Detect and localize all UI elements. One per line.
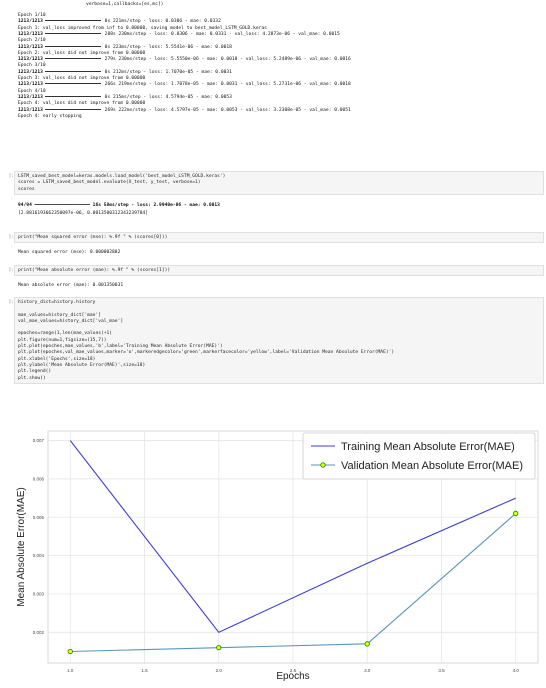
code-line: scores = LSTM_saved_best_model.evaluate(… xyxy=(18,180,201,186)
cell-prompt: ]: xyxy=(8,300,14,305)
x-tick-label: 2.5 xyxy=(290,668,297,673)
x-tick-label: 1.0 xyxy=(67,668,74,673)
x-tick-label: 4.0 xyxy=(513,668,520,673)
progress-bar xyxy=(44,20,101,22)
epoch-summary-line: 1213/1213 288s 230ms/step - loss: 0.0306… xyxy=(18,32,340,38)
epoch-progress-line: 1213/1213 0s 215ms/step - loss: 4.5794e-… xyxy=(18,95,232,101)
code-line: plt.legend() xyxy=(18,369,52,375)
code-line: plt.plot(epoches,val_mae_values,marker='… xyxy=(18,350,395,356)
step-metrics: 0s 215ms/step - loss: 4.5794e-05 - mae: … xyxy=(101,94,232,100)
cell-output-line: [2.8816193662350097e-06, 0.0013500312343… xyxy=(18,210,148,216)
cell-prompt: ]: xyxy=(8,235,14,240)
y-tick-label: 0.007 xyxy=(33,438,45,443)
y-tick-label: 0.004 xyxy=(33,553,45,558)
step-metrics: 266s 219ms/step - loss: 1.7078e-05 - mae… xyxy=(101,82,351,88)
epoch-checkpoint-note: Epoch 2: val_loss did not improve from 0… xyxy=(18,50,146,56)
early-stopping-note: Epoch 4: early stopping xyxy=(18,113,82,119)
series-line-validation-mae xyxy=(70,513,517,653)
cell-output-line: 94/94 ━━━━━━━━━━━━━━━━━━━━ 16s 58ms/step… xyxy=(18,203,220,208)
y-axis-label: Mean Absolute Error(MAE) xyxy=(16,487,27,607)
progress-bar xyxy=(44,95,101,97)
epoch-header: Epoch 2/10 xyxy=(18,38,46,44)
cell-output-line: Mean absolute error (mae): 0.001350031 xyxy=(18,283,124,288)
mae-line-chart: 1.0 1.5 2.0 2.5 3.0 3.5 4.0 0.002 0.003 0.004 0.00… xyxy=(0,421,546,688)
step-metrics: 288s 230ms/step - loss: 0.0306 - mae: 0.… xyxy=(101,31,340,37)
step-metrics: 0s 212ms/step - loss: 1.7070e-05 - mae: … xyxy=(101,69,232,75)
epoch-progress-line: 1213/1213 0s 223ms/step - loss: 5.5541e-… xyxy=(18,45,232,51)
code-line: plt.xlabel('Epochs',size=18) xyxy=(18,356,96,362)
chart-legend: Training Mean Absolute Error(MAE) Validat… xyxy=(302,432,536,480)
epoch-summary-line: 1213/1213 279s 230ms/step - loss: 5.5550… xyxy=(18,57,351,63)
epoch-header: Epoch 1/10 xyxy=(18,13,46,18)
x-tick-label: 2.0 xyxy=(216,668,223,673)
legend-entry: Validation Mean Absolute Error(MAE) xyxy=(341,460,523,472)
progress-bar xyxy=(44,108,101,110)
code-line: mae_values=history_dict['mae'] xyxy=(18,312,101,318)
step-count: 1213/1213 xyxy=(18,31,43,37)
step-metrics: 0s 223ms/step - loss: 5.5541e-06 - mae: … xyxy=(101,44,232,50)
code-line: history_dict=history.history xyxy=(18,300,96,305)
series-line-training-mae xyxy=(69,440,516,634)
progress-bar xyxy=(44,70,101,72)
code-continuation: verbose=1,callbacks=[es,mc]) xyxy=(86,2,164,7)
validation-point xyxy=(67,648,73,655)
code-cell[interactable]: history_dict=history.history mae_values=… xyxy=(14,297,544,384)
cell-output-line: Mean squared error (mse): 0.000002882 xyxy=(18,250,121,255)
y-tick-label: 0.002 xyxy=(33,630,45,635)
progress-bar xyxy=(44,83,101,85)
x-axis-label: Epochs xyxy=(276,671,309,682)
epoch-progress-line: 1213/1213 0s 221ms/step - loss: 0.0306 -… xyxy=(18,19,221,25)
step-count: 1213/1213 xyxy=(18,19,43,25)
code-line: plt.show() xyxy=(18,375,46,381)
code-line: epoches=range(1,len(mae_values)+1) xyxy=(18,331,113,337)
step-count: 1213/1213 xyxy=(18,107,43,113)
epoch-header: Epoch 3/10 xyxy=(18,63,46,69)
cell-prompt: ]: xyxy=(8,268,14,273)
epoch-summary-line: 1213/1213 266s 219ms/step - loss: 1.7078… xyxy=(18,82,351,88)
progress-bar xyxy=(44,45,101,47)
code-cell[interactable]: print("Mean absolute error (mae): %.9f "… xyxy=(14,265,544,277)
step-metrics: 279s 230ms/step - loss: 5.5550e-06 - mae… xyxy=(101,57,351,63)
x-tick-label: 3.5 xyxy=(438,668,445,673)
code-line: print("Mean squared error (mse): %.9f " … xyxy=(18,235,168,240)
epoch-checkpoint-note: Epoch 3: val_loss did not improve from 0… xyxy=(18,76,146,81)
code-line: val_mae_values=history_dict['val_mae'] xyxy=(18,318,124,324)
epoch-header: Epoch 4/10 xyxy=(18,88,46,94)
step-metrics: 269s 222ms/step - loss: 4.5797e-05 - mae… xyxy=(101,107,351,113)
x-tick-label: 3.0 xyxy=(364,668,371,673)
code-cell[interactable]: LSTM_saved_best_model=keras.models.load_… xyxy=(14,171,544,195)
cell-prompt: ]: xyxy=(8,174,14,179)
code-line: plt.ylabel('Mean Absolute Error(MAE)',si… xyxy=(18,362,146,368)
code-line: print("Mean absolute error (mae): %.9f "… xyxy=(18,268,171,273)
x-tick-label: 1.5 xyxy=(141,668,148,673)
step-count: 1213/1213 xyxy=(18,57,43,63)
y-tick-label: 0.005 xyxy=(33,515,45,520)
step-count: 1213/1213 xyxy=(18,82,43,88)
step-count: 1213/1213 xyxy=(18,44,43,50)
epoch-checkpoint-note: Epoch 1: val_loss improved from inf to 0… xyxy=(18,25,267,31)
code-line: LSTM_saved_best_model=keras.models.load_… xyxy=(18,174,226,179)
legend-box xyxy=(302,432,536,480)
code-line: plt.figure(num=1,figsize=(15,7)) xyxy=(18,337,107,343)
epoch-checkpoint-note: Epoch 4: val_loss did not improve from 0… xyxy=(18,101,146,107)
legend-entry: Training Mean Absolute Error(MAE) xyxy=(341,441,515,453)
validation-point xyxy=(364,641,370,647)
epoch-progress-line: 1213/1213 0s 212ms/step - loss: 1.7070e-… xyxy=(18,70,232,76)
legend-marker xyxy=(320,462,326,468)
epoch-summary-line: 1213/1213 269s 222ms/step - loss: 4.5797… xyxy=(18,108,351,114)
step-count: 1213/1213 xyxy=(18,94,43,100)
progress-bar xyxy=(44,58,101,60)
y-tick-label: 0.003 xyxy=(33,591,45,596)
validation-point xyxy=(513,510,519,517)
step-metrics: 0s 221ms/step - loss: 0.0306 - mae: 0.03… xyxy=(101,19,221,25)
y-tick-label: 0.006 xyxy=(33,476,45,481)
code-line: plt.plot(epoches,mae_values,'b',label='T… xyxy=(18,344,223,350)
code-line: scores xyxy=(18,186,35,192)
code-cell[interactable]: print("Mean squared error (mse): %.9f " … xyxy=(14,232,544,244)
step-count: 1213/1213 xyxy=(18,69,43,75)
progress-bar xyxy=(44,32,101,34)
validation-point xyxy=(216,645,222,651)
